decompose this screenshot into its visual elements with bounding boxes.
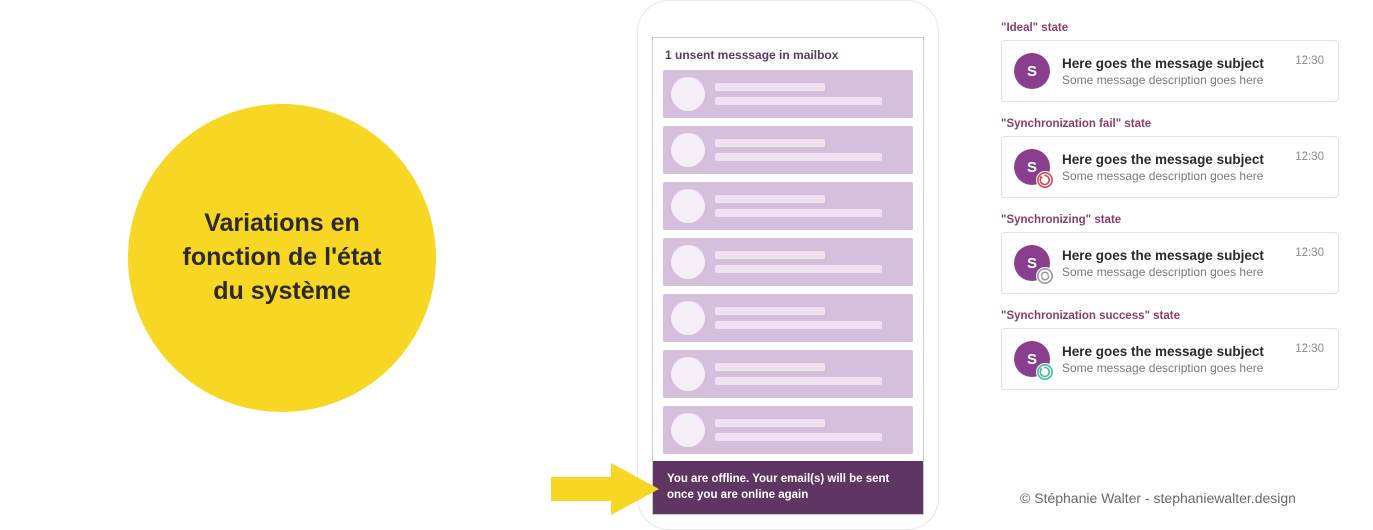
message-lines xyxy=(715,195,905,217)
message-time: 12:30 xyxy=(1295,55,1324,67)
message-card[interactable]: S Here goes the message subject Some messa… xyxy=(1001,328,1339,390)
skeleton-line xyxy=(715,419,825,427)
state-block: "Synchronizing" state S Here goes the mess… xyxy=(1001,214,1339,294)
state-label: "Ideal" state xyxy=(1001,22,1339,34)
message-avatar-placeholder xyxy=(671,301,705,335)
state-label: "Synchronizing" state xyxy=(1001,214,1339,226)
message-time: 12:30 xyxy=(1295,151,1324,163)
message-avatar-placeholder xyxy=(671,189,705,223)
skeleton-line xyxy=(715,377,882,385)
skeleton-line xyxy=(715,321,882,329)
message-row[interactable] xyxy=(663,350,913,398)
sync-badge-fail-icon xyxy=(1036,171,1054,189)
phone-screen: 1 unsent messsage in mailbox You are off… xyxy=(652,37,924,515)
message-row[interactable] xyxy=(663,70,913,118)
offline-banner: You are offline. Your email(s) will be s… xyxy=(653,461,923,514)
message-time: 12:30 xyxy=(1295,343,1324,355)
avatar: S xyxy=(1014,53,1050,89)
message-avatar-placeholder xyxy=(671,133,705,167)
avatar-wrap: S xyxy=(1014,53,1050,89)
message-lines xyxy=(715,139,905,161)
title-text: Variations en fonction de l'état du syst… xyxy=(167,207,397,308)
message-lines xyxy=(715,83,905,105)
message-description: Some message description goes here xyxy=(1062,265,1285,279)
message-description: Some message description goes here xyxy=(1062,73,1285,87)
avatar-wrap: S xyxy=(1014,245,1050,281)
message-card[interactable]: S Here goes the message subject Some messa… xyxy=(1001,136,1339,198)
message-card[interactable]: S Here goes the message subject Some messa… xyxy=(1001,40,1339,102)
message-lines xyxy=(715,363,905,385)
state-block: "Ideal" state S Here goes the message subj… xyxy=(1001,22,1339,102)
message-avatar-placeholder xyxy=(671,245,705,279)
skeleton-line xyxy=(715,83,825,91)
state-label: "Synchronization success" state xyxy=(1001,310,1339,322)
message-subject: Here goes the message subject xyxy=(1062,152,1285,167)
message-lines xyxy=(715,251,905,273)
sync-badge-success-icon xyxy=(1036,363,1054,381)
message-lines xyxy=(715,419,905,441)
message-row[interactable] xyxy=(663,126,913,174)
state-label: "Synchronization fail" state xyxy=(1001,118,1339,130)
skeleton-line xyxy=(715,97,882,105)
title-circle: Variations en fonction de l'état du syst… xyxy=(128,104,436,412)
inbox-list xyxy=(653,70,923,461)
arrow-icon xyxy=(551,461,661,517)
skeleton-line xyxy=(715,433,882,441)
message-lines xyxy=(715,307,905,329)
skeleton-line xyxy=(715,363,825,371)
credit-text: © Stéphanie Walter - stephaniewalter.des… xyxy=(1020,490,1296,506)
card-body: Here goes the message subject Some messag… xyxy=(1062,248,1285,279)
state-block: "Synchronization success" state S Here goe… xyxy=(1001,310,1339,390)
message-row[interactable] xyxy=(663,238,913,286)
skeleton-line xyxy=(715,153,882,161)
skeleton-line xyxy=(715,307,825,315)
phone-frame: 1 unsent messsage in mailbox You are off… xyxy=(637,0,939,530)
card-body: Here goes the message subject Some messag… xyxy=(1062,152,1285,183)
message-row[interactable] xyxy=(663,182,913,230)
skeleton-line xyxy=(715,139,825,147)
state-block: "Synchronization fail" state S Here goes t… xyxy=(1001,118,1339,198)
sync-badge-syncing-icon xyxy=(1036,267,1054,285)
message-card[interactable]: S Here goes the message subject Some messa… xyxy=(1001,232,1339,294)
avatar-wrap: S xyxy=(1014,341,1050,377)
message-avatar-placeholder xyxy=(671,413,705,447)
message-row[interactable] xyxy=(663,406,913,454)
skeleton-line xyxy=(715,265,882,273)
message-avatar-placeholder xyxy=(671,357,705,391)
inbox-header: 1 unsent messsage in mailbox xyxy=(653,38,923,70)
message-avatar-placeholder xyxy=(671,77,705,111)
states-column: "Ideal" state S Here goes the message subj… xyxy=(1001,22,1339,406)
skeleton-line xyxy=(715,251,825,259)
message-subject: Here goes the message subject xyxy=(1062,344,1285,359)
message-description: Some message description goes here xyxy=(1062,169,1285,183)
message-subject: Here goes the message subject xyxy=(1062,56,1285,71)
message-subject: Here goes the message subject xyxy=(1062,248,1285,263)
message-row[interactable] xyxy=(663,294,913,342)
skeleton-line xyxy=(715,195,825,203)
card-body: Here goes the message subject Some messag… xyxy=(1062,344,1285,375)
skeleton-line xyxy=(715,209,882,217)
card-body: Here goes the message subject Some messag… xyxy=(1062,56,1285,87)
message-time: 12:30 xyxy=(1295,247,1324,259)
avatar-wrap: S xyxy=(1014,149,1050,185)
message-description: Some message description goes here xyxy=(1062,361,1285,375)
